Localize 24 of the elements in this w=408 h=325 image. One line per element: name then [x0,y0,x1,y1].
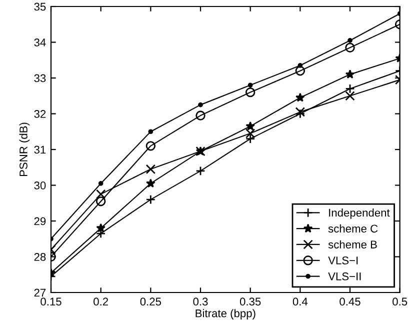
legend-label: VLS−I [328,256,358,264]
x-tick-label: 0.15 [40,298,62,306]
x-tick-label: 0.4 [292,298,308,306]
x-tick-label: 0.2 [94,298,108,306]
x-axis-title: Bitrate (bpp) [196,309,256,320]
y-tick-label: 27 [34,288,46,297]
x-tick-label: 0.25 [140,298,162,306]
y-tick-label: 28 [34,253,46,261]
x-tick-label: 0.5 [392,298,408,306]
y-tick-label: 32 [34,110,46,118]
legend-label: scheme C [328,224,378,233]
y-tick-label: 30 [34,182,46,190]
y-tick-label: 35 [34,2,46,11]
legend-label: VLS−II [328,272,361,280]
y-tick-label: 29 [34,217,46,226]
y-tick-label: 31 [34,146,46,154]
x-tick-label: 0.45 [340,298,360,306]
legend-label: scheme B [328,240,377,248]
x-tick-label: 0.3 [193,298,208,306]
y-axis-title: PSNR (dB) [19,122,30,176]
y-tick-label: 33 [34,74,46,82]
legend-label: Independent [329,208,390,219]
x-tick-label: 0.35 [240,298,261,306]
y-tick-label: 34 [34,38,46,46]
